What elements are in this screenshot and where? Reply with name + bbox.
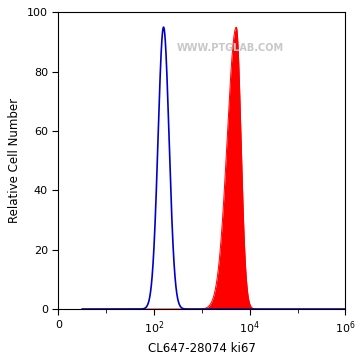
Y-axis label: Relative Cell Number: Relative Cell Number	[8, 98, 21, 223]
Text: WWW.PTGLAB.COM: WWW.PTGLAB.COM	[177, 43, 284, 53]
X-axis label: CL647-28074 ki67: CL647-28074 ki67	[148, 342, 256, 355]
